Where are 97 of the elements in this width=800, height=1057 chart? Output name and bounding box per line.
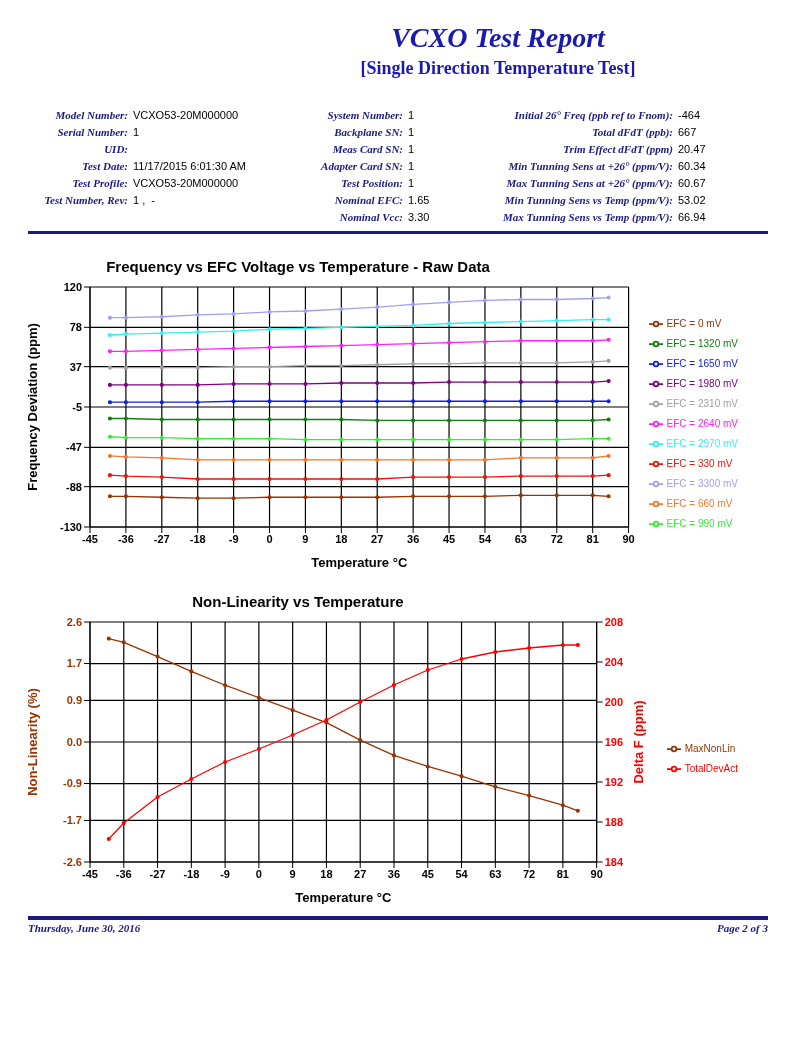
x-tick-label: 72 [550,532,563,545]
x-tick-label: 54 [478,532,492,545]
text: Min Tunning Sens at +26° (ppm/V): 60.34 [507,160,707,172]
x-tick-label: -27 [149,867,166,880]
text: Total dFdT (ppb): 667 [591,126,698,138]
text: System Number: 1 [326,109,416,121]
legend-label: EFC = 2640 mV [666,418,738,429]
y-tick-label: -0.9 [63,777,82,790]
legend-label: EFC = 3300 mV [666,478,738,489]
x-tick-label: -27 [153,532,170,545]
legend-label: EFC = 0 mV [666,318,722,329]
y-tick-label: 0.0 [66,735,82,748]
x-tick-label: -36 [115,867,132,880]
y-axis-title: Non-Linearity (%) [24,688,40,796]
y-tick-label: 1.7 [66,657,82,670]
x-tick-label: 9 [289,867,296,880]
x-tick-label: -9 [228,532,239,545]
x-tick-label: -36 [117,532,134,545]
text: Max Tunning Sens vs Temp (ppm/V): 66.94 [501,211,707,223]
y2-tick-label: 204 [604,655,624,668]
legend-label: EFC = 1320 mV [666,338,738,349]
x-tick-label: 90 [590,867,603,880]
text: Thursday, June 30, 2016 [28,922,141,934]
legend-label: EFC = 2310 mV [666,398,738,409]
text: Test Date: 11/17/2015 6:01:30 AM [81,160,247,172]
text: Test Profile: VCXO53-20M000000 [71,177,240,189]
x-tick-label: 54 [455,867,469,880]
text: Adapter Card SN: 1 [319,160,416,172]
text: VCXO Test Report [390,22,607,54]
x-tick-label: 36 [407,532,420,545]
y-tick-label: 120 [63,280,82,293]
legend-label: MaxNonLin [684,743,736,754]
text: Model Number: VCXO53-20M000000 [54,109,240,121]
x-tick-label: 27 [371,532,384,545]
x-axis-title: Temperature °C [311,555,408,570]
x-tick-label: 90 [622,532,635,545]
y2-axis-title: Delta F (ppm) [631,700,647,784]
x-tick-label: 18 [320,867,333,880]
y-tick-label: 2.6 [66,615,82,628]
text: Nominal Vcc: 3.30 [338,211,431,223]
x-tick-label: -9 [220,867,230,880]
legend-label: EFC = 990 mV [666,518,733,529]
legend-label: EFC = 2970 mV [666,438,738,449]
x-tick-label: 36 [387,867,401,880]
text: Nominal EFC: 1.65 [333,194,431,206]
y2-tick-label: 192 [604,775,623,788]
text: Test Position: 1 [340,177,416,189]
y-tick-label: -130 [59,520,82,533]
y2-tick-label: 200 [604,695,623,708]
y-tick-label: 0.9 [66,694,82,707]
text: Test Number, Rev: 1 , - [43,194,156,206]
y-tick-label: -5 [72,400,82,413]
text: Meas Card SN: 1 [331,143,416,155]
y2-tick-label: 208 [604,615,623,628]
y-tick-label: 78 [69,321,82,334]
y2-tick-label: 188 [604,815,623,828]
x-tick-label: -45 [82,867,98,880]
text: Backplane SN: 1 [333,126,416,138]
x-tick-label: -45 [82,532,98,545]
x-tick-label: 63 [514,532,527,545]
y-tick-label: -88 [66,480,82,493]
x-tick-label: 72 [522,867,536,880]
y-tick-label: -1.7 [63,814,82,827]
text: Trim Effect dFdT (ppm) 20.47 [562,143,707,155]
legend-label: EFC = 1650 mV [666,358,738,369]
x-axis-title: Temperature °C [295,890,392,905]
text: Min Tunning Sens vs Temp (ppm/V): 53.02 [503,194,707,206]
x-tick-label: -18 [189,532,206,545]
text: UID: [103,143,128,155]
y-tick-label: 37 [69,360,82,373]
x-tick-label: 18 [335,532,348,545]
text: Page 2 of 3 [716,922,768,934]
x-tick-label: -18 [183,867,200,880]
legend-label: EFC = 330 mV [666,458,733,469]
y2-tick-label: 184 [604,855,624,868]
x-tick-label: 27 [354,867,367,880]
chart-title: Frequency vs EFC Voltage vs Temperature - Raw Data [105,258,491,275]
legend-label: TotalDevAct [684,763,738,774]
y-tick-label: -2.6 [63,855,82,868]
chart-title: Non-Linearity vs Temperature [191,593,405,610]
y-axis-title: Frequency Deviation (ppm) [24,323,40,491]
x-tick-label: 0 [255,867,262,880]
x-tick-label: 81 [586,532,599,545]
text: [Single Direction Temperature Test] [359,58,637,79]
x-tick-label: 0 [266,532,273,545]
text: Initial 26° Freq (ppb ref to Fnom): -464 [513,109,702,121]
legend-label: EFC = 1980 mV [666,378,738,389]
text: Max Tunning Sens at +26° (ppm/V): 60.67 [505,177,707,189]
y-tick-label: -47 [66,441,82,454]
x-tick-label: 45 [442,532,456,545]
x-tick-label: 45 [421,867,434,880]
text: Serial Number: 1 [56,126,141,138]
legend-label: EFC = 660 mV [666,498,733,509]
x-tick-label: 9 [302,532,309,545]
x-tick-label: 63 [489,867,502,880]
y2-tick-label: 196 [604,735,623,748]
x-tick-label: 81 [556,867,569,880]
